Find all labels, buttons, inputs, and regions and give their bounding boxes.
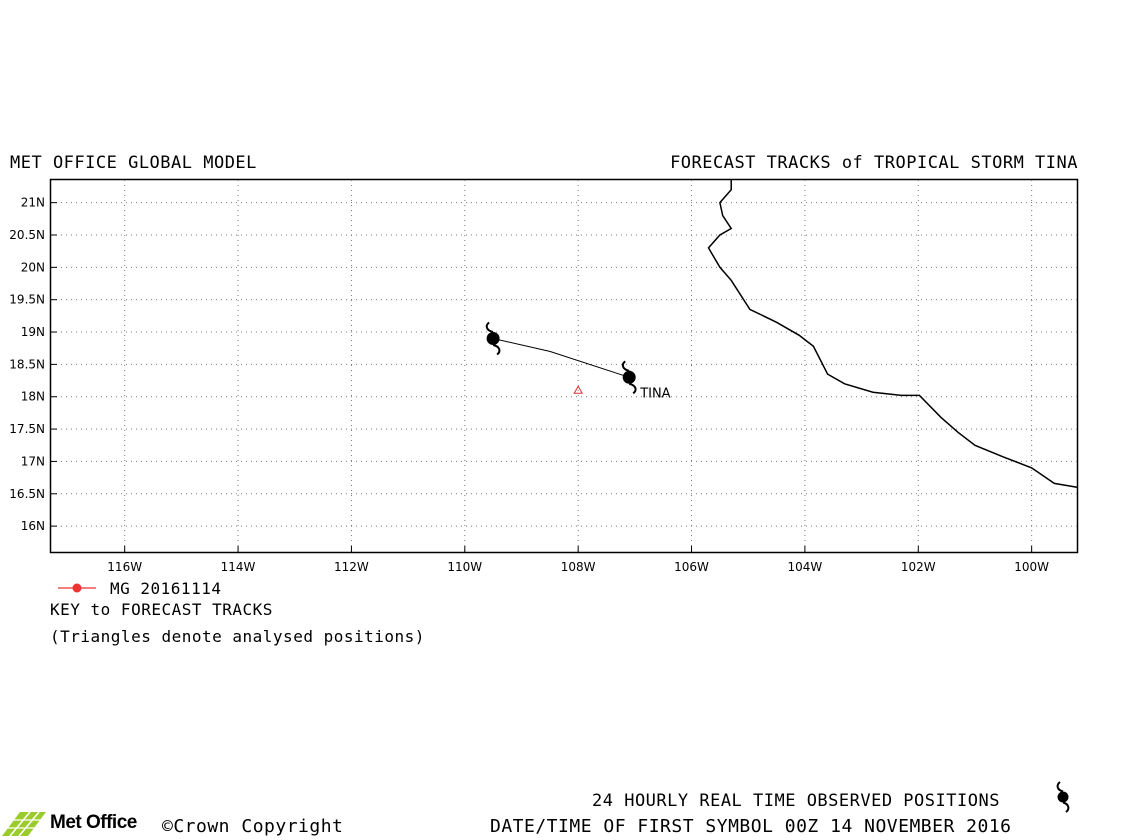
- first-symbol-datetime: DATE/TIME OF FIRST SYMBOL 00Z 14 NOVEMBE…: [490, 816, 1012, 837]
- lat-tick-label: 16.5N: [9, 487, 45, 501]
- lat-tick-label: 19.5N: [9, 293, 45, 307]
- lat-tick-label: 18.5N: [9, 357, 45, 371]
- lat-tick-label: 17N: [21, 454, 45, 468]
- key-model-run: MG 20161114: [110, 579, 222, 598]
- axis-ticks: 21N 20.5N 20N 19.5N 19N 18.5N 18N 17.5N 17N 16.5N…: [9, 196, 1049, 574]
- storm-arm: [485, 321, 494, 333]
- coastline: [707, 180, 1078, 489]
- key-title: KEY to FORECAST TRACKS: [50, 600, 273, 619]
- analysed-position-triangle: [573, 385, 584, 394]
- met-office-logo-icon: [2, 811, 46, 837]
- storm-arm: [492, 344, 501, 356]
- lon-tick-label: 114W: [221, 560, 256, 574]
- crown-copyright: ©Crown Copyright: [162, 816, 344, 837]
- storm-arm: [628, 382, 637, 395]
- key-note: (Triangles denote analysed positions): [50, 627, 425, 646]
- forecast-title: FORECAST TRACKS of TROPICAL STORM TINA: [670, 153, 1078, 173]
- storm-core: [486, 332, 500, 345]
- storm-core: [622, 370, 636, 384]
- lon-tick-label: 116W: [107, 560, 142, 574]
- lat-tick-label: 19N: [21, 325, 45, 339]
- lat-tick-label: 20N: [21, 260, 45, 274]
- lon-tick-label: 104W: [788, 560, 823, 574]
- lat-tick-label: 21N: [21, 196, 45, 210]
- coastline-path: [707, 180, 1078, 489]
- lon-tick-label: 100W: [1014, 560, 1049, 574]
- map-frame: [49, 178, 1079, 554]
- tropical-storm-icon: [485, 321, 501, 356]
- lat-tick-label: 18N: [21, 390, 45, 404]
- storm-name-label: TINA: [639, 386, 670, 401]
- storm-arm: [621, 360, 630, 372]
- key-dot: [72, 583, 82, 593]
- lon-tick-label: 110W: [447, 560, 482, 574]
- observed-positions-label: 24 HOURLY REAL TIME OBSERVED POSITIONS: [592, 791, 1000, 811]
- track-line: [492, 338, 630, 378]
- forecast-track: TINA: [485, 321, 671, 401]
- model-title: MET OFFICE GLOBAL MODEL: [10, 153, 257, 173]
- lon-tick-label: 106W: [674, 560, 709, 574]
- lon-tick-label: 102W: [901, 560, 936, 574]
- lat-tick-label: 16N: [21, 519, 45, 533]
- tropical-storm-icon: [621, 360, 637, 395]
- observed-symbol-icon: [1056, 781, 1070, 813]
- lat-tick-label: 20.5N: [9, 228, 45, 242]
- lon-tick-label: 108W: [561, 560, 596, 574]
- lon-tick-label: 112W: [334, 560, 369, 574]
- met-office-logo-text: Met Office: [50, 812, 137, 833]
- grid-lines: [51, 180, 1077, 552]
- lat-tick-label: 17.5N: [9, 422, 45, 436]
